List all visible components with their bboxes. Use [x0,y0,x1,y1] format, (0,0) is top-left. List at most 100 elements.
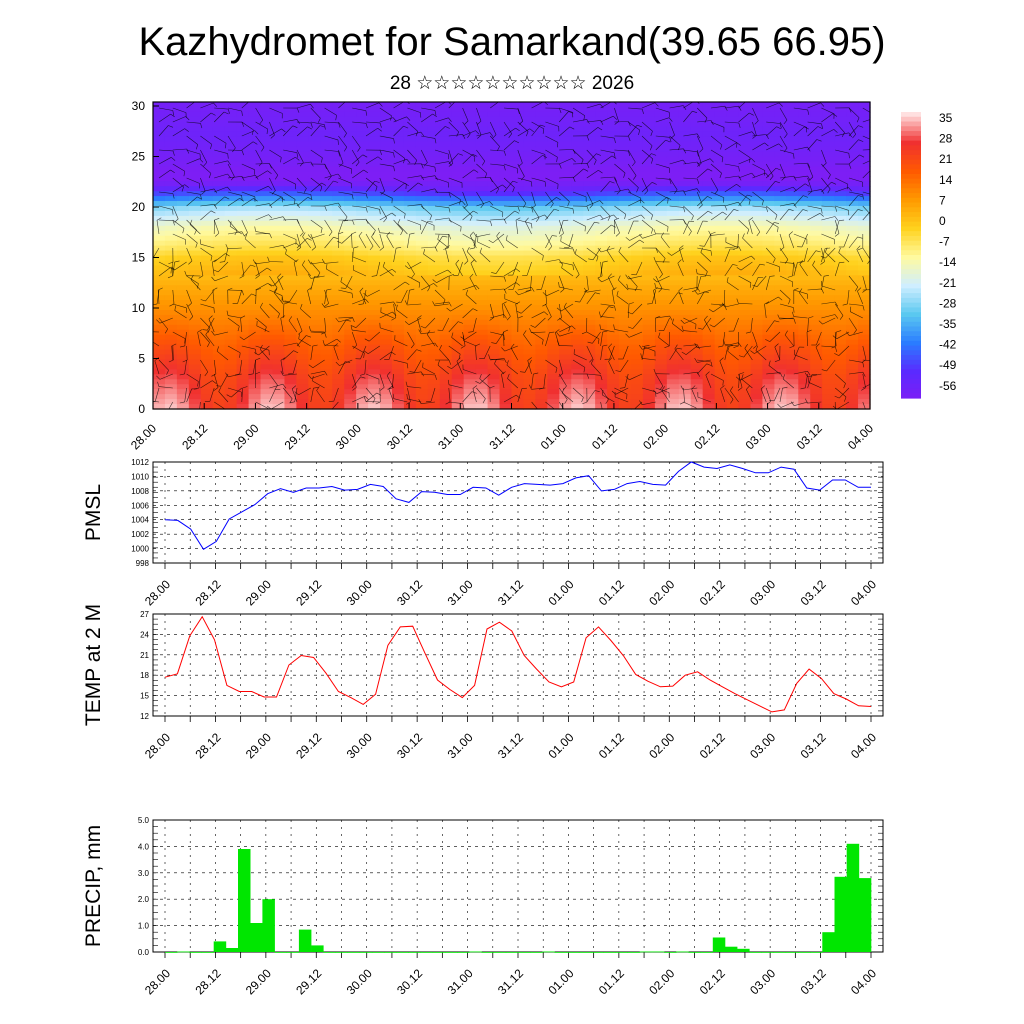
heatmap-cell [810,210,823,217]
heatmap-cell [547,300,560,306]
heatmap-cell [619,220,632,227]
heatmap-cell [272,374,286,380]
heatmap-cell [487,225,501,232]
wind-barb [283,203,298,207]
heatmap-cell [344,265,357,271]
heatmap-cell [356,275,369,281]
heatmap-cell [212,171,226,177]
heatmap-cell [666,324,680,331]
heatmap-cell [308,349,321,356]
heatmap-cell [284,354,297,361]
heatmap-cell [511,141,525,148]
heatmap-cell [427,121,441,128]
heatmap-cell [726,205,740,212]
wind-barb [324,173,339,179]
page-subtitle: 28 ☆☆☆☆☆☆☆☆☆☆ 2026 [389,73,635,94]
heatmap-cell [380,394,393,400]
wind-barb [531,121,544,130]
heatmap-cell [487,141,501,148]
wind-barb-flag [268,185,273,190]
wind-barb [172,262,175,277]
heatmap-cell [356,364,369,370]
heatmap-cell [475,106,489,113]
wind-barb [792,261,795,276]
heatmap-cell [248,374,262,380]
heatmap-cell [487,111,501,118]
heatmap-cell [750,121,764,128]
heatmap-cell [583,111,596,118]
heatmap-cell [547,166,560,172]
heatmap-cell [726,126,740,133]
heatmap-cell [380,344,393,351]
heatmap-cell [631,295,644,301]
wind-barb [434,161,449,165]
heatmap-cell [403,106,417,113]
wind-barb-flag [328,231,333,237]
heatmap-cell [463,379,477,385]
heatmap-cell [571,384,584,390]
wind-barb-flag [267,256,270,262]
heatmap-cell [164,280,178,286]
heatmap-cell [786,344,799,351]
heatmap-cell [499,285,513,291]
heatmap-cell [547,220,560,227]
heatmap-cell [224,329,238,336]
heatmap-cell [523,235,536,242]
wind-barb-flag [484,173,488,179]
heatmap-cell [726,379,740,385]
heatmap-cell [380,334,393,341]
heatmap-cell [415,349,429,356]
wind-barb-flag [736,184,741,188]
wind-barb [738,102,746,109]
wind-barb [421,219,435,226]
heatmap-cell [356,280,369,286]
vertical-profile-heatmap [153,102,871,410]
wind-barb [255,203,270,207]
heatmap-cell [344,399,357,405]
heatmap-cell [607,349,620,356]
heatmap-cell [320,354,333,361]
heatmap-cell [164,379,178,385]
wind-barb-flag [535,217,540,222]
wind-barb [214,135,227,144]
heatmap-cell [380,364,393,370]
heatmap-cell [212,324,226,331]
heatmap-cell [224,151,238,158]
heatmap-cell [176,280,190,286]
heatmap-cell [392,116,405,123]
heatmap-cell [702,384,716,390]
heatmap-cell [810,240,823,247]
heatmap-cell [368,176,381,182]
wind-barb-flag [333,236,339,240]
heatmap-cell [726,102,740,108]
heatmap-cell [320,225,333,232]
wind-barb-flag [404,182,409,186]
heatmap-cell [810,404,823,410]
heatmap-cell [786,181,799,187]
heatmap-cell [415,334,429,341]
heatmap-cell [427,235,441,242]
heatmap-cell [654,344,668,351]
heatmap-cell [451,205,465,212]
wind-barb [255,267,268,277]
heatmap-cell [750,300,764,306]
heatmap-cell [535,230,548,237]
heatmap-cell [212,270,226,276]
heatmap-cell [547,111,560,118]
heatmap-cell [356,116,369,123]
heatmap-cell [356,111,369,118]
heatmap-cell [774,220,787,227]
heatmap-cell [678,186,692,192]
wind-barb [679,248,684,263]
heatmap-cell [296,399,309,405]
wind-barb [434,149,449,155]
heatmap-cell [738,141,752,148]
heatmap-cell [403,186,417,192]
heatmap-cell [439,106,453,113]
heatmap-cell [188,384,202,390]
heatmap-cell [786,215,799,222]
heatmap-cell [344,270,357,276]
heatmap-cell [403,131,417,138]
heatmap-cell [858,230,871,237]
wind-barb-flag [365,193,368,199]
